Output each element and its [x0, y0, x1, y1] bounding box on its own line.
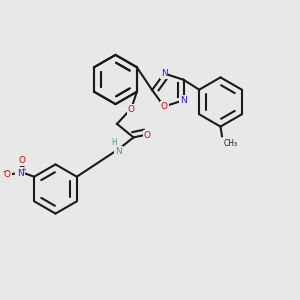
Text: N: N — [180, 96, 187, 105]
Text: O: O — [18, 156, 25, 165]
Text: H: H — [112, 138, 117, 147]
Text: O: O — [144, 130, 151, 140]
Text: N: N — [17, 169, 23, 178]
Text: N: N — [161, 69, 167, 78]
Text: O: O — [160, 102, 168, 111]
Text: O: O — [128, 105, 135, 114]
Text: N: N — [115, 147, 122, 156]
Text: -: - — [3, 167, 6, 176]
Text: CH₃: CH₃ — [224, 139, 238, 148]
Text: +: + — [21, 167, 27, 172]
Text: O: O — [4, 170, 11, 179]
